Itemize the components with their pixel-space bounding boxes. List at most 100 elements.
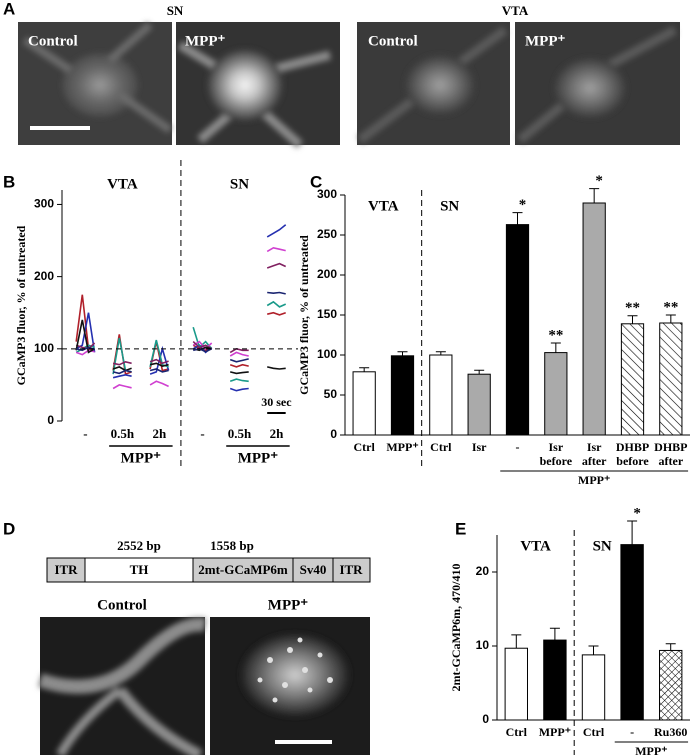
length-label: 2552 bp: [117, 538, 161, 553]
micrograph: [37, 617, 207, 755]
y-tick-label: 200: [34, 269, 54, 283]
group-label: 0.5h: [228, 426, 252, 441]
region-label: VTA: [368, 198, 399, 214]
y-tick-label: 100: [317, 347, 337, 361]
bar: [504, 647, 528, 721]
x-tick-label: MPP⁺: [539, 725, 571, 739]
error-bar: [397, 351, 408, 356]
error-bar: [627, 315, 638, 324]
y-tick-label: 150: [317, 307, 337, 321]
y-tick-label: 200: [317, 267, 337, 281]
panel-letter: D: [3, 519, 15, 538]
x-tick-label: Isr: [587, 440, 602, 454]
construct: [46, 557, 371, 583]
treatment-label: MPP⁺: [121, 450, 161, 466]
x-tick-label: Isr: [472, 440, 487, 454]
micrograph: [515, 22, 680, 145]
length-label: 1558 bp: [210, 538, 254, 553]
panel-letter: B: [3, 172, 15, 191]
bar: [581, 654, 606, 721]
bar: [352, 371, 376, 436]
significance: *: [519, 197, 527, 213]
region-label: VTA: [502, 3, 529, 18]
significance: **: [663, 299, 678, 315]
image-label: MPP⁺: [185, 33, 225, 49]
x-tick-label: Ru360: [654, 725, 687, 739]
y-tick-label: 0: [330, 427, 337, 441]
error-bar: [665, 314, 676, 323]
error-bar: [549, 627, 560, 641]
bar: [659, 322, 683, 436]
image-label: Control: [28, 33, 78, 49]
error-bar: [435, 351, 446, 355]
scale-bar-label: 30 sec: [261, 395, 292, 409]
bar: [620, 544, 644, 721]
y-tick-label: 100: [34, 341, 54, 355]
construct-element: 2mt-GCaMP6m: [198, 562, 288, 577]
image-label: Control: [97, 597, 147, 613]
bar: [429, 354, 453, 436]
construct-element: Sv40: [300, 562, 327, 577]
construct-element: TH: [130, 562, 149, 577]
error-bar: [474, 369, 485, 375]
bar: [544, 352, 568, 436]
micrograph: [176, 22, 340, 149]
y-tick-label: 50: [324, 387, 338, 401]
panel-letter: A: [3, 0, 15, 18]
trace: [76, 291, 286, 375]
group-label: -: [83, 426, 87, 441]
error-bar: [550, 342, 561, 353]
y-tick-label: 300: [317, 187, 337, 201]
bar: [582, 202, 606, 436]
panel-letter: E: [455, 519, 466, 538]
bar: [659, 649, 683, 721]
y-axis-label: GCaMP3 fluor, % of untreated: [297, 235, 311, 395]
region-label: SN: [440, 198, 459, 214]
y-tick-label: 10: [476, 638, 490, 652]
x-tick-label: DHBP: [616, 440, 649, 454]
x-tick-label: -: [630, 725, 634, 739]
x-tick-label: DHBP: [654, 440, 687, 454]
significance: *: [595, 173, 603, 189]
region-label: VTA: [107, 176, 138, 192]
y-tick-label: 250: [317, 227, 337, 241]
region-label: SN: [230, 176, 249, 192]
error-bar: [511, 634, 522, 649]
treatment-label: MPP⁺: [578, 473, 610, 487]
bar: [620, 323, 645, 436]
y-tick-label: 0: [47, 413, 54, 427]
x-tick-label: Isr: [548, 440, 563, 454]
group-label: 2h: [152, 426, 167, 441]
x-tick-label: MPP⁺: [386, 440, 418, 454]
panel-letter: C: [310, 172, 322, 191]
micrograph: [18, 21, 173, 145]
group-label: -: [200, 426, 204, 441]
x-tick-label: after: [582, 454, 607, 468]
y-tick-label: 20: [476, 564, 490, 578]
x-tick-label: after: [659, 454, 684, 468]
significance: *: [633, 505, 641, 521]
bar: [505, 224, 530, 436]
bar: [543, 639, 567, 721]
x-tick-label: Ctrl: [506, 725, 528, 739]
image-label: MPP⁺: [268, 597, 308, 613]
construct-element: ITR: [339, 562, 363, 577]
x-tick-label: -: [516, 440, 520, 454]
significance: **: [625, 300, 640, 316]
construct-element: ITR: [54, 562, 78, 577]
trace: [75, 246, 286, 390]
image-label: Control: [368, 33, 418, 49]
error-bar: [589, 188, 600, 203]
region-label: SN: [593, 538, 612, 554]
error-bar: [588, 645, 599, 655]
bar: [390, 355, 415, 436]
y-tick-label: 0: [482, 712, 489, 726]
region-label: VTA: [520, 538, 551, 554]
x-tick-label: before: [616, 454, 649, 468]
micrograph: [210, 617, 370, 755]
x-tick-label: before: [540, 454, 573, 468]
x-tick-label: Ctrl: [583, 725, 605, 739]
y-tick-label: 300: [34, 197, 54, 211]
y-axis-label: 2mt-GCaMP6m, 470/410: [449, 564, 463, 692]
